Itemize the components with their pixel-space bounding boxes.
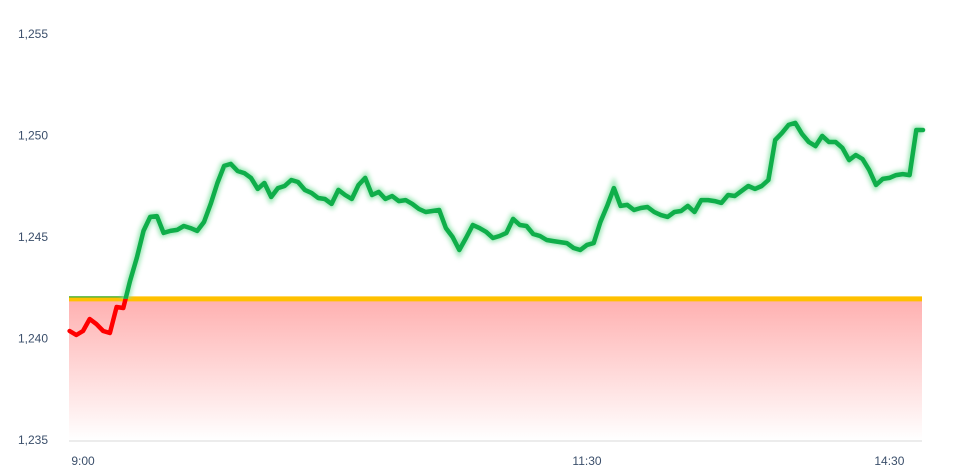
y-tick-label: 1,235	[18, 433, 48, 447]
y-axis: 1,235 1,240 1,245 1,250 1,255	[18, 27, 48, 447]
y-tick-label: 1,250	[18, 129, 48, 143]
x-axis: 9:00 11:30 14:30	[71, 454, 904, 468]
x-tick-label: 11:30	[572, 454, 601, 468]
y-tick-label: 1,255	[18, 27, 48, 41]
x-tick-label: 9:00	[71, 454, 95, 468]
y-tick-label: 1,245	[18, 230, 48, 244]
y-tick-label: 1,240	[18, 332, 48, 346]
below-baseline-fill	[69, 298, 922, 440]
price-line-up	[123, 120, 926, 299]
x-tick-label: 14:30	[874, 454, 904, 468]
